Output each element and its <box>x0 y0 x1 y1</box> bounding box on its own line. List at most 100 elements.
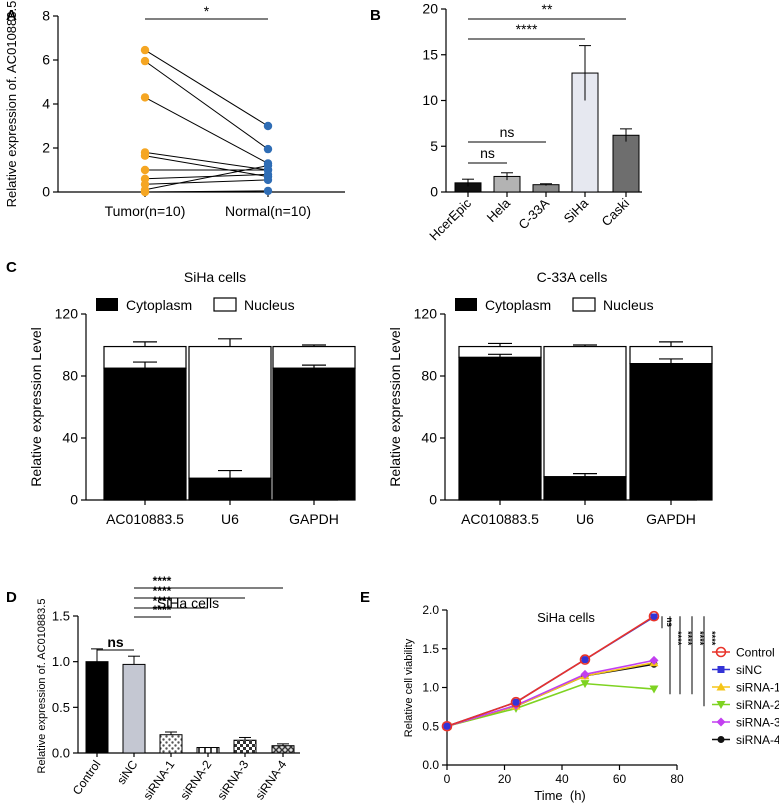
panel-c-c33a-x-tick-label: AC010883.5 <box>461 511 539 527</box>
panel-e-legend-label-sinc: siNC <box>736 663 762 677</box>
panel-e-legend-label-sirna-2: siRNA-2 <box>736 698 779 712</box>
panel-d-significance-label: ns <box>107 634 124 650</box>
panel-c-c33a-y-tick-label: 80 <box>421 368 437 384</box>
panel-c-c33a-y-tick-label: 0 <box>429 492 437 508</box>
panel-e-x-axis-label: Time (h) <box>534 788 586 803</box>
panel-e-legend-marker-sirna-4 <box>717 736 725 743</box>
panel-a-pair-line <box>144 179 269 185</box>
panel-c-siha-legend-label-cytoplasm: Cytoplasm <box>126 297 192 313</box>
panel-e-legend-label-sirna-4: siRNA-4 <box>736 733 779 747</box>
panel-c-siha-x-tick-label: AC010883.5 <box>106 511 184 527</box>
panel-c-siha-cytoplasm-bar <box>272 367 356 501</box>
panel-d-x-tick-label: siNC <box>114 757 141 787</box>
panel-b-x-tick-label: Caski <box>599 195 633 229</box>
panel-b-x-tick-label: C-33A <box>515 195 552 232</box>
panel-d-x-tick-label: siRNA-3 <box>214 757 251 802</box>
panel-c-c33a-cytoplasm-bar <box>629 363 713 501</box>
panel-d-y-tick-label: 1.5 <box>52 609 70 624</box>
panel-b-significance-label: ** <box>542 1 553 17</box>
panel-label-e: E <box>360 589 370 606</box>
panel-b-significance-label: ns <box>480 145 495 161</box>
panel-a-y-tick-label: 0 <box>42 184 50 200</box>
panel-c-c33a-y-tick-label: 40 <box>421 430 437 446</box>
panel-a-pair-line <box>144 165 269 191</box>
panel-c-c33a-x-tick-label: GAPDH <box>646 511 696 527</box>
panel-c-siha-x-tick-label: U6 <box>221 511 239 527</box>
panel-d-x-tick-label: Control <box>70 758 104 798</box>
panel-c-siha-y-tick-label: 40 <box>62 430 78 446</box>
panel-e-significance-label: **** <box>695 631 705 646</box>
panel-c-c33a-x-tick-label: U6 <box>576 511 594 527</box>
panel-e-series-line-sinc <box>446 616 655 728</box>
panel-e-point-sirna-3 <box>649 655 659 665</box>
panel-b-bar <box>532 184 560 193</box>
panel-c-siha-chart: SiHa cells 0 40 80 120 Relative expression Le… <box>28 269 356 527</box>
panel-e-legend-marker-sirna-2 <box>716 701 726 709</box>
panel-d-significance-label: **** <box>153 574 172 588</box>
panel-c-siha-legend-label-nucleus: Nucleus <box>244 297 295 313</box>
panel-a-y-axis-label: Relative expression of. AC010883.5 <box>4 1 19 208</box>
panel-c-c33a-y-tick-label: 120 <box>414 306 438 322</box>
panel-d-bar <box>122 663 146 754</box>
panel-a-pair-line <box>144 49 269 127</box>
panel-e-point-sinc <box>650 613 658 621</box>
panel-b-bar <box>612 134 640 193</box>
panel-e-significance-label: **** <box>707 631 717 646</box>
panel-d-bar <box>196 747 220 754</box>
panel-a-normal-point <box>263 175 273 185</box>
panel-e-x-tick-label: 40 <box>555 772 569 786</box>
panel-c-c33a-legend-swatch-nucleus <box>572 297 596 312</box>
panel-e-legend-label-sirna-3: siRNA-3 <box>736 716 779 730</box>
panel-a-chart: 0 2 4 6 8 Tumor(n=10) Normal(n=10) Relative exp… <box>4 1 345 219</box>
panel-a-y-tick-label: 4 <box>42 96 50 112</box>
panel-c-c33a-title: C-33A cells <box>537 269 608 285</box>
panel-d-y-tick-label: 0.5 <box>52 700 70 715</box>
panel-b-y-tick-label: 20 <box>422 1 438 17</box>
panel-b-significance-label: ns <box>500 124 515 140</box>
panel-e-y-tick-label: 0.0 <box>422 758 439 772</box>
panel-label-b: B <box>370 7 381 24</box>
panel-b-significance-label: **** <box>516 21 538 37</box>
panel-a-pair-line <box>144 60 269 150</box>
panel-a-x-tick-label: Normal(n=10) <box>225 203 311 219</box>
panel-e-x-tick-label: 60 <box>613 772 627 786</box>
panel-e-y-tick-label: 0.5 <box>422 719 439 733</box>
panel-e-y-tick-label: 1.5 <box>422 642 439 656</box>
panel-e-x-tick-label: 0 <box>444 772 451 786</box>
panel-e-significance-label: **** <box>683 631 693 646</box>
panel-d-x-tick-label: siRNA-2 <box>177 757 214 802</box>
panel-b-x-tick-label: Hela <box>484 195 514 225</box>
panel-d-bar <box>159 734 183 754</box>
panel-c-c33a-legend-swatch-cytoplasm <box>455 298 477 311</box>
panel-e-legend-marker-control <box>715 646 727 658</box>
panel-e-x-tick-label: 80 <box>670 772 684 786</box>
panel-e-title: SiHa cells <box>537 610 595 625</box>
panel-e-chart: SiHa cells 0.0 0.5 1.0 1.5 2.0 0 20 40 60 80 Time (… <box>403 603 779 803</box>
panel-c-c33a-y-axis-label: Relative expression Level <box>387 327 403 487</box>
panel-d-y-axis-label: Relative expression of. AC010883.5 <box>36 599 48 774</box>
panel-a-y-tick-label: 8 <box>42 8 50 24</box>
panel-e-point-control <box>648 610 660 622</box>
panel-c-c33a-legend-label-nucleus: Nucleus <box>603 297 654 313</box>
panel-c-c33a-nucleus-bar <box>543 345 627 478</box>
panel-d-chart: SiHa cells 0.0 0.5 1.0 1.5 Relative expressio… <box>36 574 300 802</box>
panel-d-x-tick-label: siRNA-4 <box>252 757 289 802</box>
panel-b-y-tick-label: 5 <box>430 138 438 154</box>
panel-e-point-sinc <box>512 698 520 706</box>
panel-d-bar <box>271 745 295 754</box>
panel-e-point-sirna-2 <box>580 680 590 689</box>
panel-e-point-control <box>579 654 591 665</box>
panel-a-pair-line <box>144 151 269 171</box>
panel-c-siha-y-axis-label: Relative expression Level <box>28 327 44 487</box>
panel-d-title: SiHa cells <box>157 595 219 611</box>
panel-c-siha-nucleus-bar <box>188 345 272 479</box>
panel-a-pair-line <box>144 173 269 180</box>
panel-a-tumor-point <box>140 187 150 197</box>
panel-e-point-sirna-2 <box>649 685 659 694</box>
panel-c-siha-x-tick-label: GAPDH <box>289 511 339 527</box>
panel-c-siha-y-tick-label: 120 <box>55 306 79 322</box>
panel-e-point-sinc <box>443 722 451 730</box>
panel-a-normal-point <box>263 144 273 154</box>
